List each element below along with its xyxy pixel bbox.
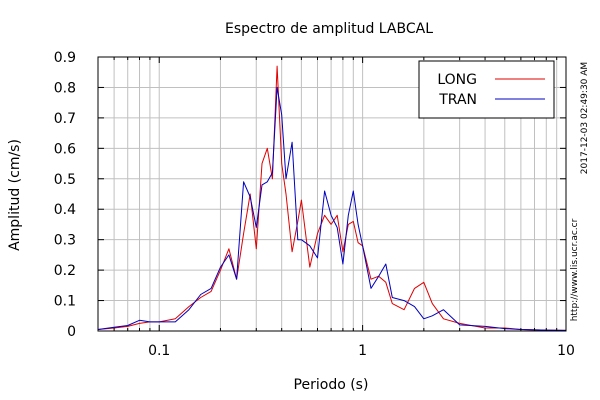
x-tick-label: 0.1 (148, 343, 170, 359)
y-tick-label: 0.8 (54, 80, 76, 96)
y-tick-label: 0.5 (54, 172, 76, 188)
series-line-long (97, 65, 567, 331)
y-axis-label: Amplitud (cm/s) (7, 139, 23, 251)
y-tick-label: 0 (67, 324, 76, 340)
legend-label-long: LONG (437, 72, 477, 88)
series-lines (97, 65, 567, 331)
y-tick-label: 0.6 (54, 141, 76, 157)
x-tick-label: 1 (358, 343, 367, 359)
legend-box (418, 60, 555, 119)
axis-ticks: 0 0.1 0.2 0.3 0.4 0.5 0.6 0.7 0.8 0.9 0.1 1 10 (54, 50, 575, 359)
x-tick-label: 10 (557, 343, 575, 359)
x-axis-label: Periodo (s) (294, 377, 369, 393)
y-tick-label: 0.4 (54, 202, 76, 218)
y-tick-label: 0.7 (54, 111, 76, 127)
chart-title: Espectro de amplitud LABCAL (225, 21, 433, 37)
y-tick-label: 0.1 (54, 294, 76, 310)
plot-frame (97, 56, 567, 332)
y-tick-label: 0.3 (54, 233, 76, 249)
y-tick-label: 0.2 (54, 263, 76, 279)
series-line-tran (97, 86, 567, 331)
legend-label-tran: TRAN (438, 92, 477, 108)
url-text: http://www.lis.ucr.ac.cr (570, 218, 580, 321)
timestamp-text: 2017-12-03 02:49:30 AM (580, 62, 590, 174)
legend: LONG TRAN (418, 60, 555, 119)
y-tick-label: 0.9 (54, 50, 76, 66)
